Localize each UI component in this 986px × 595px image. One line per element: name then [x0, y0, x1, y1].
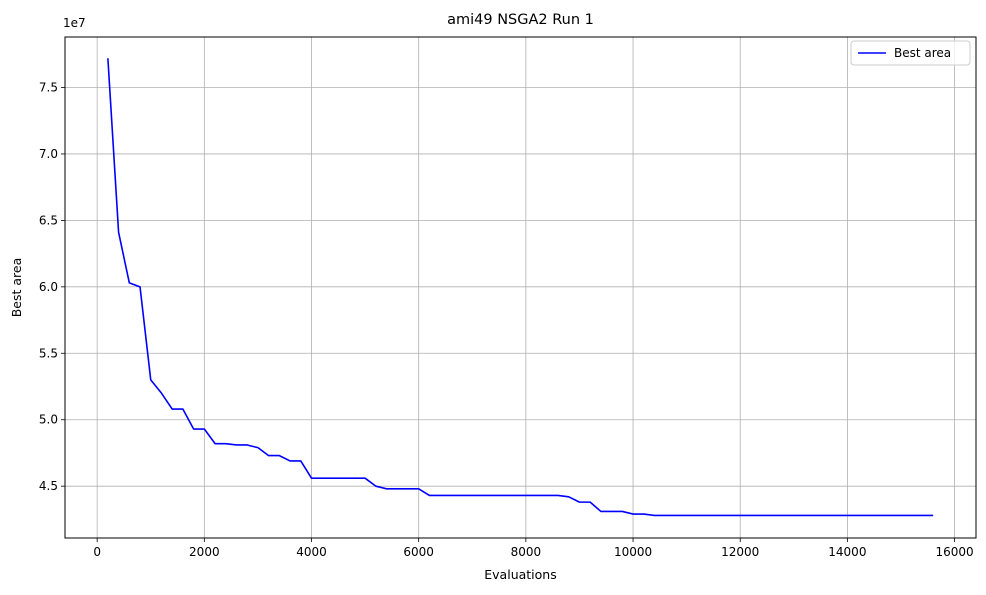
- y-offset-label: 1e7: [63, 16, 86, 30]
- x-axis-label: Evaluations: [484, 567, 556, 582]
- y-tick-label: 4.5: [39, 479, 58, 493]
- plot-frame: [64, 36, 977, 539]
- legend: Best area: [850, 40, 971, 66]
- x-tick-label: 6000: [403, 545, 434, 559]
- legend-label: Best area: [894, 46, 951, 60]
- y-tick-label: 7.5: [39, 80, 58, 94]
- legend-box: [850, 40, 971, 66]
- y-tick-label: 6.0: [39, 280, 58, 294]
- x-tick-label: 10000: [614, 545, 652, 559]
- x-tick-label: 4000: [296, 545, 327, 559]
- chart-title: ami49 NSGA2 Run 1: [447, 12, 594, 28]
- y-tick-label: 7.0: [39, 147, 58, 161]
- tick-layer: 0 2000 4000 6000 8000 10000 12000 14000 16000 4.5…: [39, 80, 974, 559]
- y-tick-label: 5.5: [39, 346, 58, 360]
- y-axis-label: Best area: [9, 258, 24, 318]
- y-tick-label: 5.0: [39, 413, 58, 427]
- x-tick-label: 14000: [828, 545, 866, 559]
- series-layer: [107, 58, 934, 517]
- grid-layer: [65, 37, 976, 538]
- x-tick-label: 0: [93, 545, 101, 559]
- x-tick-label: 8000: [511, 545, 542, 559]
- x-tick-label: 12000: [721, 545, 759, 559]
- x-tick-label: 16000: [935, 545, 973, 559]
- y-tick-label: 6.5: [39, 213, 58, 227]
- x-tick-label: 2000: [189, 545, 220, 559]
- series-line-best-area: [107, 58, 934, 517]
